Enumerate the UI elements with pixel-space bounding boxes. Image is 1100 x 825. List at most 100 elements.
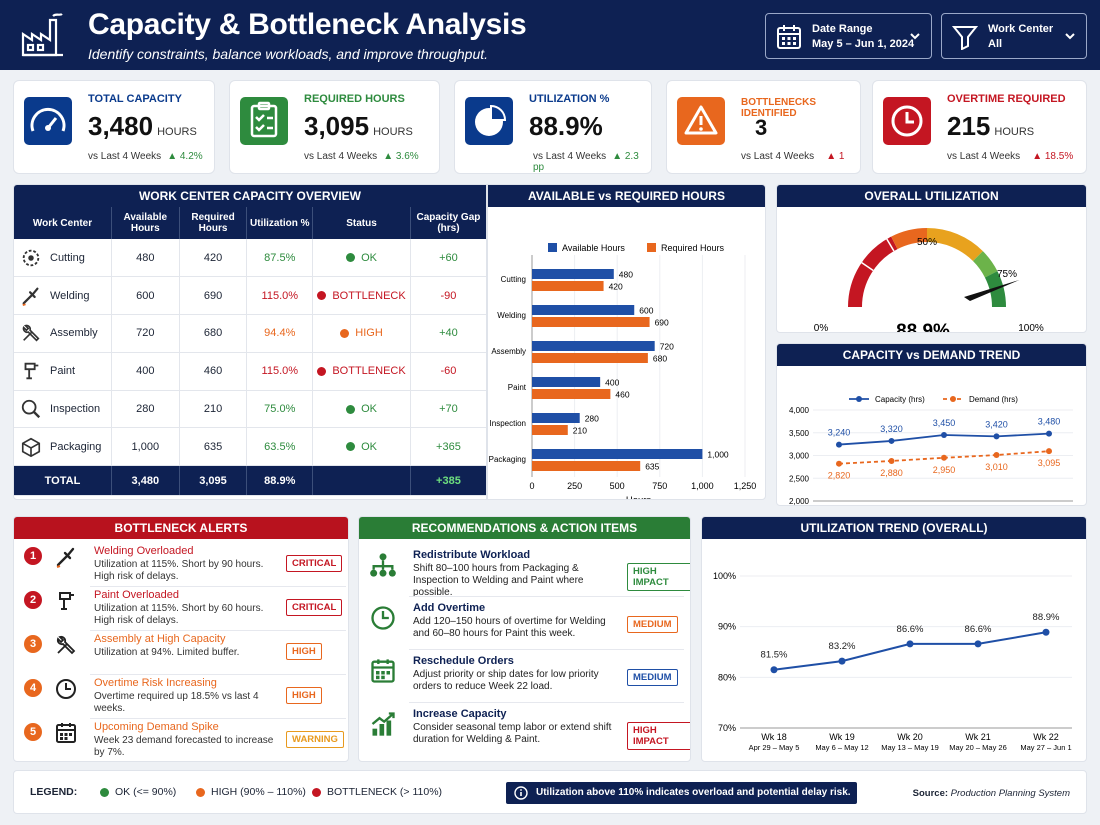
alert-title: Overtime Risk Increasing (94, 677, 217, 689)
gauge-tick-label: 75% (997, 269, 1017, 280)
clock-icon (371, 606, 395, 630)
kpi-unit: HOURS (157, 126, 197, 138)
alert-item[interactable]: 5 Upcoming Demand Spike Week 23 demand for… (14, 719, 348, 761)
gauge-tick-label: 100% (1018, 323, 1044, 333)
column-header: Utilization % (246, 207, 313, 239)
status-dot (100, 787, 109, 797)
filter-icon (952, 26, 978, 50)
alert-description: Week 23 demand forecasted to increase by… (94, 735, 274, 758)
data-label: 3,010 (985, 462, 1008, 472)
required-hours-cell: 420 (178, 239, 247, 278)
work-center-name: Cutting (50, 251, 85, 264)
x-tick-sublabel: May 13 – May 19 (881, 743, 939, 752)
total-gap: +385 (409, 465, 486, 497)
impact-badge: HIGH IMPACT (627, 563, 690, 591)
alert-item[interactable]: 2 Paint Overloaded Utilization at 115%. Sh… (14, 587, 348, 631)
legend-available-label: Available Hours (562, 243, 625, 253)
legend-bottleneck-text: BOTTLENECK (> 110%) (327, 786, 443, 798)
kpi-total-capacity: TOTAL CAPACITY 3,480 HOURS vs Last 4 Week… (13, 80, 215, 174)
x-tick-label: 500 (610, 481, 625, 491)
alert-description: Utilization at 115%. Short by 60 hours. … (94, 603, 264, 626)
status-dot (346, 404, 356, 414)
work-center-name: Assembly (50, 327, 98, 340)
data-label: 3,450 (933, 418, 956, 428)
recommendation-title: Add Overtime (413, 602, 486, 614)
recommendation-item[interactable]: Reschedule Orders Adjust priority or ship… (359, 651, 690, 703)
status-dot (346, 442, 356, 452)
table-row[interactable]: Welding 600 690 115.0% BOTTLENECK -90 (14, 276, 486, 316)
x-tick-label: Wk 19 (829, 732, 855, 742)
table-row[interactable]: Paint 400 460 115.0% BOTTLENECK -60 (14, 352, 486, 391)
bar-available (532, 269, 614, 279)
spray-gun-icon (24, 363, 39, 380)
total-label: TOTAL (14, 465, 112, 497)
legend-required-label: Required Hours (661, 243, 725, 253)
capacity-gap-cell: +70 (409, 390, 486, 429)
bar-value-label: 420 (609, 282, 623, 292)
table-row[interactable]: Packaging 1,000 635 63.5% OK +365 (14, 427, 486, 467)
category-label: Assembly (491, 347, 526, 356)
data-point (941, 432, 947, 439)
capacity-gap-cell: -60 (409, 352, 486, 391)
data-label: 3,240 (828, 428, 851, 438)
data-label: 86.6% (897, 624, 924, 635)
recommendation-item[interactable]: Increase Capacity Consider seasonal temp … (359, 704, 690, 756)
kpi-label: REQUIRED HOURS (304, 93, 405, 105)
growth-chart-icon (371, 712, 395, 736)
alert-title: Paint Overloaded (94, 589, 179, 601)
y-tick-label: 3,000 (789, 452, 810, 461)
utilization-cell: 115.0% (246, 276, 313, 316)
recommendation-title: Reschedule Orders (413, 655, 514, 667)
bar-required (532, 317, 650, 327)
recommendation-item[interactable]: Add Overtime Add 120–150 hours of overtim… (359, 598, 690, 650)
data-point (888, 457, 895, 464)
work-center-cell: Cutting (14, 239, 112, 278)
data-point (1046, 448, 1052, 455)
kpi-value: 3,095 HOURS (304, 111, 413, 142)
x-tick-sublabel: May 20 – May 26 (949, 743, 1007, 752)
status-badge: HIGH (355, 327, 383, 340)
data-label: 3,480 (1038, 417, 1061, 427)
divider (90, 674, 346, 675)
alert-title: Assembly at High Capacity (94, 633, 226, 645)
table-row[interactable]: Inspection 280 210 75.0% OK +70 (14, 390, 486, 429)
data-point (888, 437, 895, 444)
recommendation-item[interactable]: Redistribute Workload Shift 80–100 hours … (359, 545, 690, 598)
legend-bottleneck: BOTTLENECK (> 110%) (312, 786, 442, 798)
overload-note-text: Utilization above 110% indicates overloa… (536, 787, 851, 798)
utilization-cell: 94.4% (246, 314, 313, 353)
kpi-number: 3,095 (304, 111, 370, 141)
bar-value-label: 480 (619, 270, 633, 280)
work-center-filter[interactable]: Work Center All (941, 13, 1087, 59)
gauge-tick (861, 261, 874, 272)
data-point (836, 441, 842, 448)
alert-description: Utilization at 115%. Short by 90 hours. … (94, 559, 264, 582)
kpi-value: 3,480 HOURS (88, 111, 197, 142)
kpi-label: UTILIZATION % (529, 93, 610, 105)
alert-item[interactable]: 3 Assembly at High Capacity Utilization at… (14, 631, 348, 675)
utilization-cell: 87.5% (246, 239, 313, 278)
legend-swatch-required (647, 243, 656, 252)
bar-value-label: 210 (573, 426, 587, 436)
available-hours-cell: 400 (110, 352, 180, 391)
kpi-icon-tile (24, 97, 72, 145)
alert-description: Utilization at 94%. Limited buffer. (94, 647, 240, 658)
kpi-cmp-label: vs Last 4 Weeks (88, 151, 162, 162)
bar-available (532, 413, 580, 423)
table-row[interactable]: Assembly 720 680 94.4% HIGH +40 (14, 314, 486, 353)
data-point (1042, 628, 1050, 636)
required-hours-cell: 210 (178, 390, 247, 429)
saw-blade-icon (22, 249, 40, 266)
box-icon (21, 437, 41, 457)
alert-item[interactable]: 4 Overtime Risk Increasing Overtime requir… (14, 675, 348, 719)
overall-utilization-panel: OVERALL UTILIZATION 0%50%75%100%88.9%Ove… (776, 184, 1087, 333)
kpi-utilization: UTILIZATION % 88.9% vs Last 4 Weeks ▲ 2.3… (454, 80, 652, 174)
x-tick-sublabel: Apr 29 – May 5 (749, 743, 800, 752)
available-vs-required-chart: Available Hours Required Hours 0 250 500 750 1… (489, 243, 756, 499)
bar-value-label: 460 (615, 390, 629, 400)
alert-item[interactable]: 1 Welding Overloaded Utilization at 115%. … (14, 543, 348, 587)
table-row[interactable]: Cutting 480 420 87.5% OK +60 (14, 239, 486, 278)
date-range-filter[interactable]: Date Range May 5 – Jun 1, 2024 (765, 13, 932, 59)
status-dot (196, 787, 205, 797)
